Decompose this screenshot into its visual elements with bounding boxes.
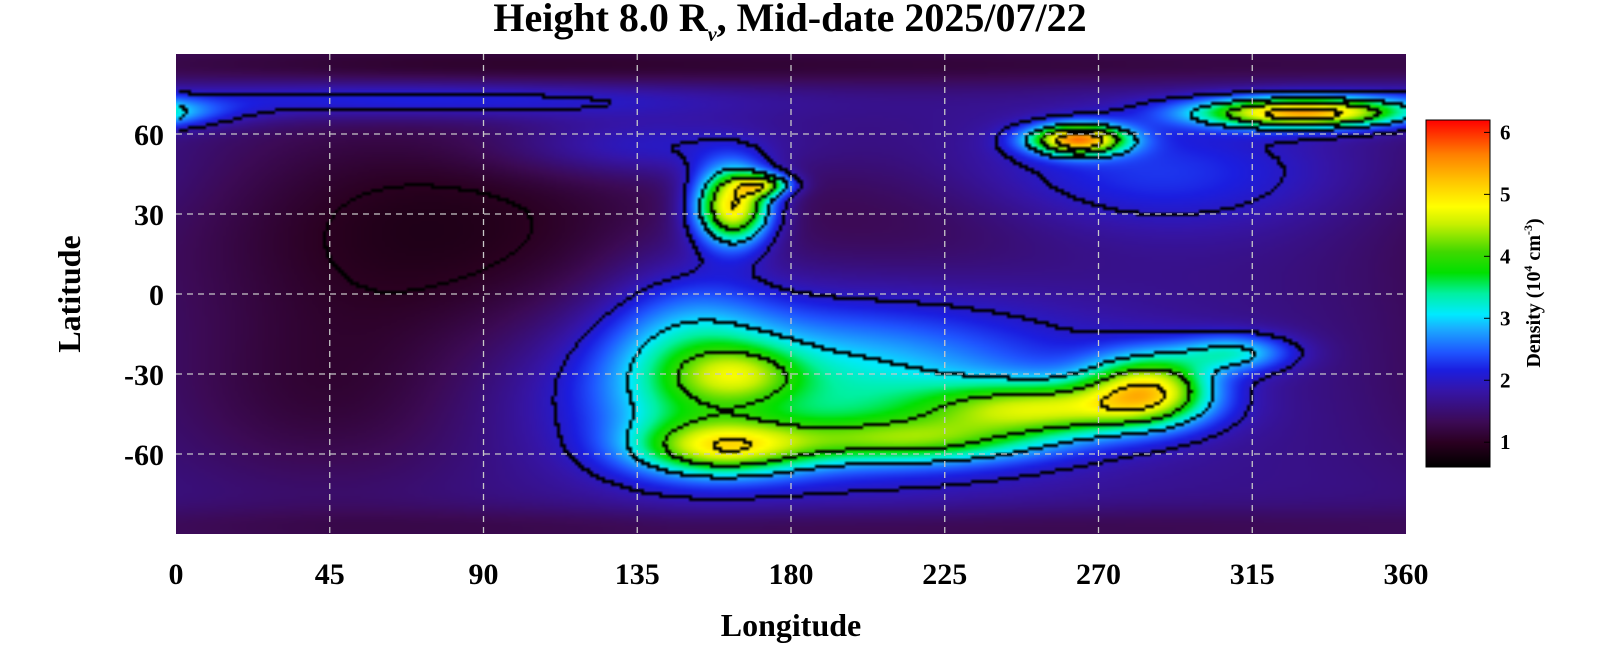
colorbar-tick-label: 6 bbox=[1500, 120, 1511, 144]
y-tick-label: -60 bbox=[124, 439, 164, 472]
colorbar-gradient bbox=[1425, 119, 1491, 468]
title-prefix: Height 8.0 R bbox=[493, 0, 709, 40]
title-subscript: v bbox=[708, 24, 718, 46]
x-tick-label: 270 bbox=[1076, 558, 1121, 591]
colorbar-tick-label: 5 bbox=[1500, 182, 1511, 206]
cb-label-exp1: 4 bbox=[1521, 266, 1535, 272]
colorbar-tick-label: 3 bbox=[1500, 306, 1511, 330]
y-tick-label: 60 bbox=[134, 119, 164, 152]
x-tick-label: 90 bbox=[469, 558, 499, 591]
grid-lines bbox=[176, 54, 1406, 534]
x-tick-label: 360 bbox=[1384, 558, 1429, 591]
x-axis-ticks: 0 45 90 135 180 225 270 315 360 bbox=[169, 558, 1429, 591]
colorbar-tick-label: 1 bbox=[1500, 430, 1511, 454]
x-tick-label: 45 bbox=[315, 558, 345, 591]
y-tick-label: 30 bbox=[134, 199, 164, 232]
chart-title: Height 8.0 Rv, Mid-date 2025/07/22 bbox=[493, 0, 1086, 46]
title-suffix: , Mid-date 2025/07/22 bbox=[717, 0, 1087, 40]
cb-label-mid: cm bbox=[1523, 235, 1545, 266]
x-tick-label: 225 bbox=[922, 558, 967, 591]
x-tick-label: 0 bbox=[169, 558, 184, 591]
cb-label-exp2: -3 bbox=[1521, 225, 1535, 235]
y-tick-label: 0 bbox=[149, 279, 164, 312]
plot-area bbox=[176, 54, 1406, 534]
x-tick-label: 135 bbox=[615, 558, 660, 591]
colorbar-ticks: 1 2 3 4 5 6 bbox=[1484, 120, 1511, 454]
cb-label-prefix: Density (10 bbox=[1523, 272, 1545, 368]
colorbar-title: Density (104 cm-3) bbox=[1521, 218, 1545, 367]
y-axis-ticks: 60 30 0 -30 -60 bbox=[124, 119, 164, 472]
x-tick-label: 315 bbox=[1230, 558, 1275, 591]
cb-label-suffix: ) bbox=[1523, 218, 1545, 225]
x-axis-title: Longitude bbox=[721, 607, 861, 643]
colorbar-tick-label: 2 bbox=[1500, 368, 1511, 392]
y-tick-label: -30 bbox=[124, 359, 164, 392]
x-tick-label: 180 bbox=[769, 558, 814, 591]
colorbar-tick-label: 4 bbox=[1500, 244, 1511, 268]
y-axis-title: Latitude bbox=[51, 235, 87, 352]
